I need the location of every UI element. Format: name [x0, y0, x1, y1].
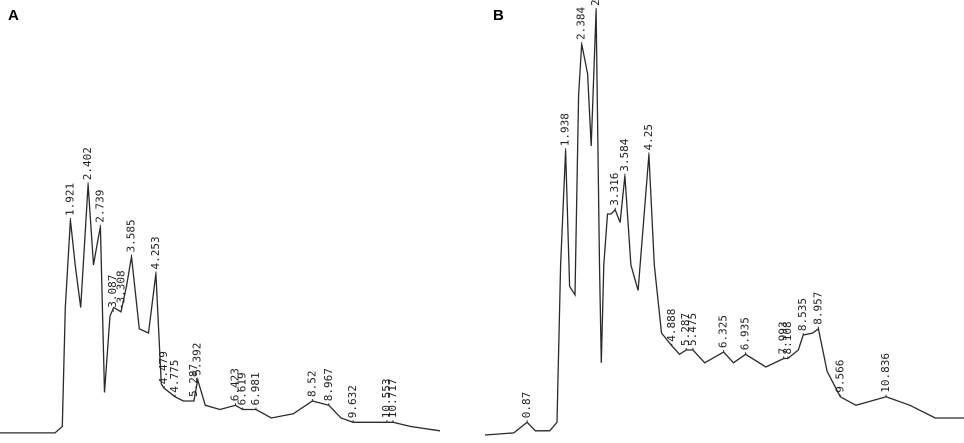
peak-label: 2.739	[93, 190, 106, 223]
peak-label: 3.087	[106, 275, 119, 308]
peak-label: 8.535	[796, 298, 809, 331]
peak-label: 4.479	[157, 351, 170, 384]
peak-label: 1.921	[63, 183, 76, 216]
peak-label: 8.957	[811, 292, 824, 325]
peak-label: 5.287	[679, 313, 692, 346]
peak-label: 10.553	[380, 379, 393, 419]
peak-label: 2.402	[81, 147, 94, 180]
peak-label: 9.566	[833, 360, 846, 393]
peak-label: 8.108	[781, 321, 794, 354]
peak-label: 4.253	[149, 236, 162, 269]
peak-label: 0.87	[520, 392, 533, 419]
peak-label: 9.632	[346, 385, 359, 418]
peak-label: 1.938	[559, 113, 572, 146]
peak-label: 6.935	[739, 317, 752, 350]
peak-label: 2.384	[575, 7, 588, 40]
peak-label: 6.619	[236, 372, 249, 405]
peak-label: 6.981	[249, 372, 262, 405]
peak-label: 6.423	[229, 368, 242, 401]
peak-label: 3.585	[124, 219, 137, 252]
peak-label: 4.888	[665, 309, 678, 342]
panel-label: A	[8, 7, 19, 24]
peak-label: 3.584	[618, 138, 631, 171]
peak-label: 5.287	[187, 364, 200, 397]
peak-label: 5.475	[686, 313, 699, 346]
peak-label: 7.993	[777, 321, 790, 354]
peak-label: 6.325	[717, 315, 730, 348]
peak-label: 2.786	[589, 0, 602, 6]
peak-label: 8.967	[322, 368, 335, 401]
peak-label: 8.52	[305, 371, 318, 398]
peak-label: 4.25	[642, 124, 655, 151]
peak-label: 4.775	[168, 360, 181, 393]
panel-label: B	[493, 7, 504, 24]
peak-label: 10.717	[386, 379, 399, 419]
peak-label: 5.392	[191, 343, 204, 376]
trace	[0, 184, 441, 434]
peak-label: 3.308	[114, 270, 127, 303]
peak-label: 10.836	[879, 353, 892, 393]
peak-label: 3.316	[608, 173, 621, 206]
trace	[484, 9, 964, 436]
